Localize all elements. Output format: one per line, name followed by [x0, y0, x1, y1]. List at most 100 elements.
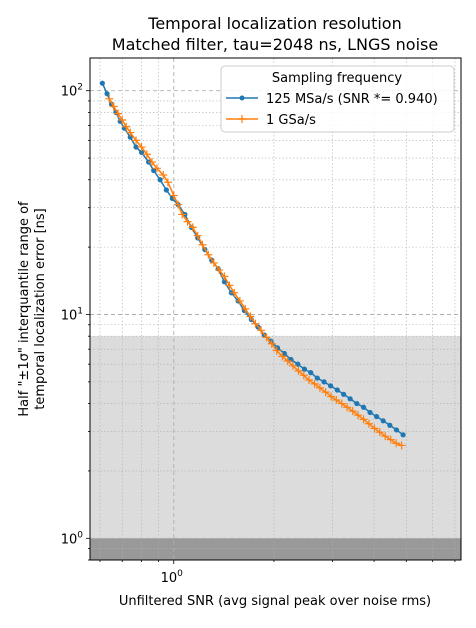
data-point: [215, 266, 224, 275]
data-point: [169, 191, 178, 200]
data-point: [359, 415, 368, 424]
legend-label-1gsa: 1 GSa/s: [266, 113, 316, 128]
chart-title: Temporal localization resolution: [147, 14, 401, 33]
data-point: [294, 366, 303, 375]
shaded-band-0: [90, 336, 461, 560]
data-point: [305, 375, 314, 384]
data-point: [393, 427, 400, 433]
data-point: [241, 304, 250, 313]
legend-label-125msa: 125 MSa/s (SNR *= 0.940): [266, 92, 438, 107]
legend: Sampling frequency 125 MSa/s (SNR *= 0.9…: [220, 65, 455, 133]
data-point: [230, 288, 239, 297]
y-tick-label: 100: [61, 530, 84, 547]
plot-frame: [89, 57, 462, 561]
y-axis-label-group: Half "±1σ" interquantile range of tempor…: [17, 201, 48, 417]
data-point: [373, 413, 380, 420]
legend-swatch-marker-1gsa: [238, 115, 246, 123]
data-point: [360, 404, 367, 410]
data-point: [183, 217, 192, 226]
data-point: [347, 396, 353, 402]
data-point: [392, 439, 401, 448]
data-point: [104, 91, 110, 97]
data-point: [381, 432, 390, 441]
data-point: [397, 441, 406, 450]
data-point: [114, 109, 123, 118]
data-point: [400, 432, 406, 438]
data-point: [272, 346, 281, 355]
data-point: [299, 371, 308, 380]
data-point: [159, 171, 168, 180]
data-point: [327, 383, 334, 389]
data-point: [235, 296, 244, 305]
legend-box: [220, 65, 455, 133]
legend-title: Sampling frequency: [272, 71, 402, 86]
data-point: [341, 391, 347, 397]
legend-swatch-marker-125msa: [239, 95, 245, 101]
data-point: [105, 94, 114, 103]
data-point: [163, 187, 169, 193]
data-point: [337, 399, 346, 408]
data-point: [278, 352, 287, 361]
data-point: [118, 115, 127, 124]
data-point: [387, 422, 393, 428]
data-point: [221, 279, 228, 285]
data-point: [220, 272, 229, 281]
data-point: [225, 281, 234, 290]
data-point: [137, 143, 146, 152]
data-point: [126, 128, 135, 137]
data-point: [386, 435, 395, 444]
data-point: [288, 361, 297, 370]
data-point: [370, 424, 379, 433]
data-point: [301, 366, 308, 372]
shaded-band-1: [90, 538, 461, 560]
data-point: [204, 250, 213, 259]
data-point: [257, 326, 266, 335]
data-point: [354, 400, 360, 407]
plot-area: 100 101 102 100: [61, 57, 462, 586]
data-point: [334, 387, 340, 393]
data-point: [178, 210, 187, 219]
data-point: [198, 240, 207, 249]
data-point: [251, 319, 260, 328]
data-point: [332, 395, 341, 404]
data-point: [132, 136, 141, 145]
data-point: [327, 392, 336, 401]
chart-subtitle: Matched filter, tau=2048 ns, LNGS noise: [112, 35, 438, 54]
data-point: [310, 379, 319, 388]
data-point: [267, 339, 276, 348]
y-axis-label-line1: Half "±1σ" interquantile range of: [17, 201, 32, 417]
data-point: [281, 350, 287, 357]
data-point: [314, 375, 320, 381]
data-point: [188, 223, 197, 232]
data-point: [138, 149, 145, 156]
data-point: [283, 356, 292, 365]
data-point: [152, 164, 161, 173]
y-tick-label: 101: [61, 307, 83, 324]
data-point: [321, 388, 330, 397]
data-point: [348, 407, 357, 416]
data-point: [364, 419, 373, 428]
data-point: [133, 144, 139, 150]
data-point: [99, 80, 105, 86]
data-point: [127, 134, 133, 140]
y-tick-label: 102: [61, 83, 83, 100]
x-tick-label: 100: [161, 569, 184, 586]
data-point: [122, 122, 131, 131]
data-point: [163, 178, 172, 187]
x-axis-label: Unfiltered SNR (avg signal peak over noi…: [119, 594, 431, 609]
data-point: [193, 231, 202, 240]
data-point: [157, 177, 163, 183]
data-point: [308, 370, 314, 376]
data-point: [315, 383, 324, 392]
data-point: [367, 409, 373, 416]
data-point: [354, 411, 363, 420]
data-point: [321, 379, 327, 385]
data-point: [246, 312, 255, 321]
data-point: [151, 167, 157, 174]
data-point: [209, 258, 218, 267]
y-axis-label-line2: temporal localization error [ns]: [33, 208, 48, 410]
data-point: [380, 418, 386, 424]
data-point: [262, 333, 271, 342]
